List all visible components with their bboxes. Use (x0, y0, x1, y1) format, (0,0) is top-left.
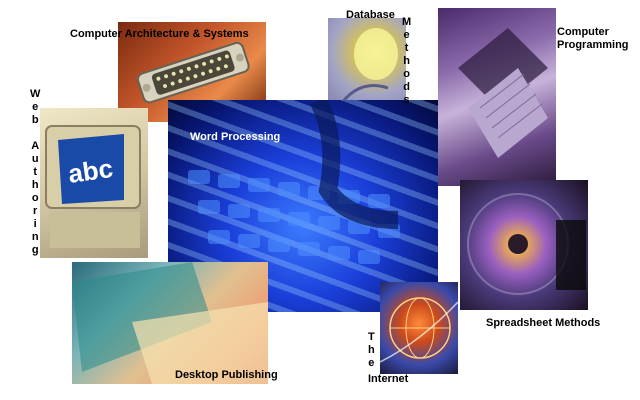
label-computer-architecture[interactable]: Computer Architecture & Systems (70, 28, 249, 40)
web-authoring-photo[interactable]: abc (40, 108, 148, 258)
label-web-authoring-vertical[interactable]: W e b A u t h o r i n g (30, 88, 40, 257)
letter: h (31, 179, 39, 191)
letter: W (30, 88, 41, 100)
letter: o (31, 192, 39, 204)
monitor-icon: abc (45, 125, 141, 248)
monitor-text: abc (66, 153, 115, 189)
letter: A (31, 140, 40, 152)
letter: h (403, 55, 410, 67)
letter: s (403, 94, 410, 106)
letter: M (402, 16, 412, 28)
globe-icon (380, 297, 458, 363)
letter: o (403, 68, 410, 80)
letter: u (31, 153, 39, 165)
letter: n (31, 231, 39, 243)
letter: e (32, 101, 39, 113)
desktop-publishing-photo[interactable] (72, 262, 268, 384)
computer-programming-photo[interactable] (438, 8, 556, 186)
label-spreadsheet-methods[interactable]: Spreadsheet Methods (486, 317, 601, 329)
label-database-methods-vertical[interactable]: M e t h o d s (402, 16, 411, 107)
word-processing-photo[interactable] (168, 100, 438, 312)
internet-photo[interactable] (380, 282, 458, 374)
label-programming[interactable]: Programming (557, 39, 629, 51)
cd-icon (467, 193, 586, 295)
letter: d (403, 81, 410, 93)
spreadsheet-methods-photo[interactable] (460, 180, 588, 310)
letter: g (31, 244, 39, 256)
keyboard-icon (188, 100, 400, 264)
letter: r (33, 205, 38, 217)
letter: i (33, 218, 37, 230)
label-database[interactable]: Database (346, 9, 395, 21)
label-internet[interactable]: Internet (368, 373, 409, 385)
laptop-icon (458, 28, 548, 158)
database-photo[interactable] (328, 18, 406, 116)
letter: b (31, 114, 39, 126)
label-word-processing[interactable]: Word Processing (190, 131, 281, 143)
letter: T (368, 331, 375, 343)
letter: e (403, 29, 410, 41)
label-the-vertical[interactable]: T h e (368, 331, 375, 370)
letter: h (368, 344, 375, 356)
document-icon (72, 262, 268, 384)
letter: t (404, 42, 409, 54)
letter: e (368, 357, 375, 369)
serial-connector-icon (136, 41, 250, 104)
letter: t (33, 166, 38, 178)
label-desktop-publishing[interactable]: Desktop Publishing (175, 369, 278, 381)
label-computer[interactable]: Computer (557, 26, 609, 38)
